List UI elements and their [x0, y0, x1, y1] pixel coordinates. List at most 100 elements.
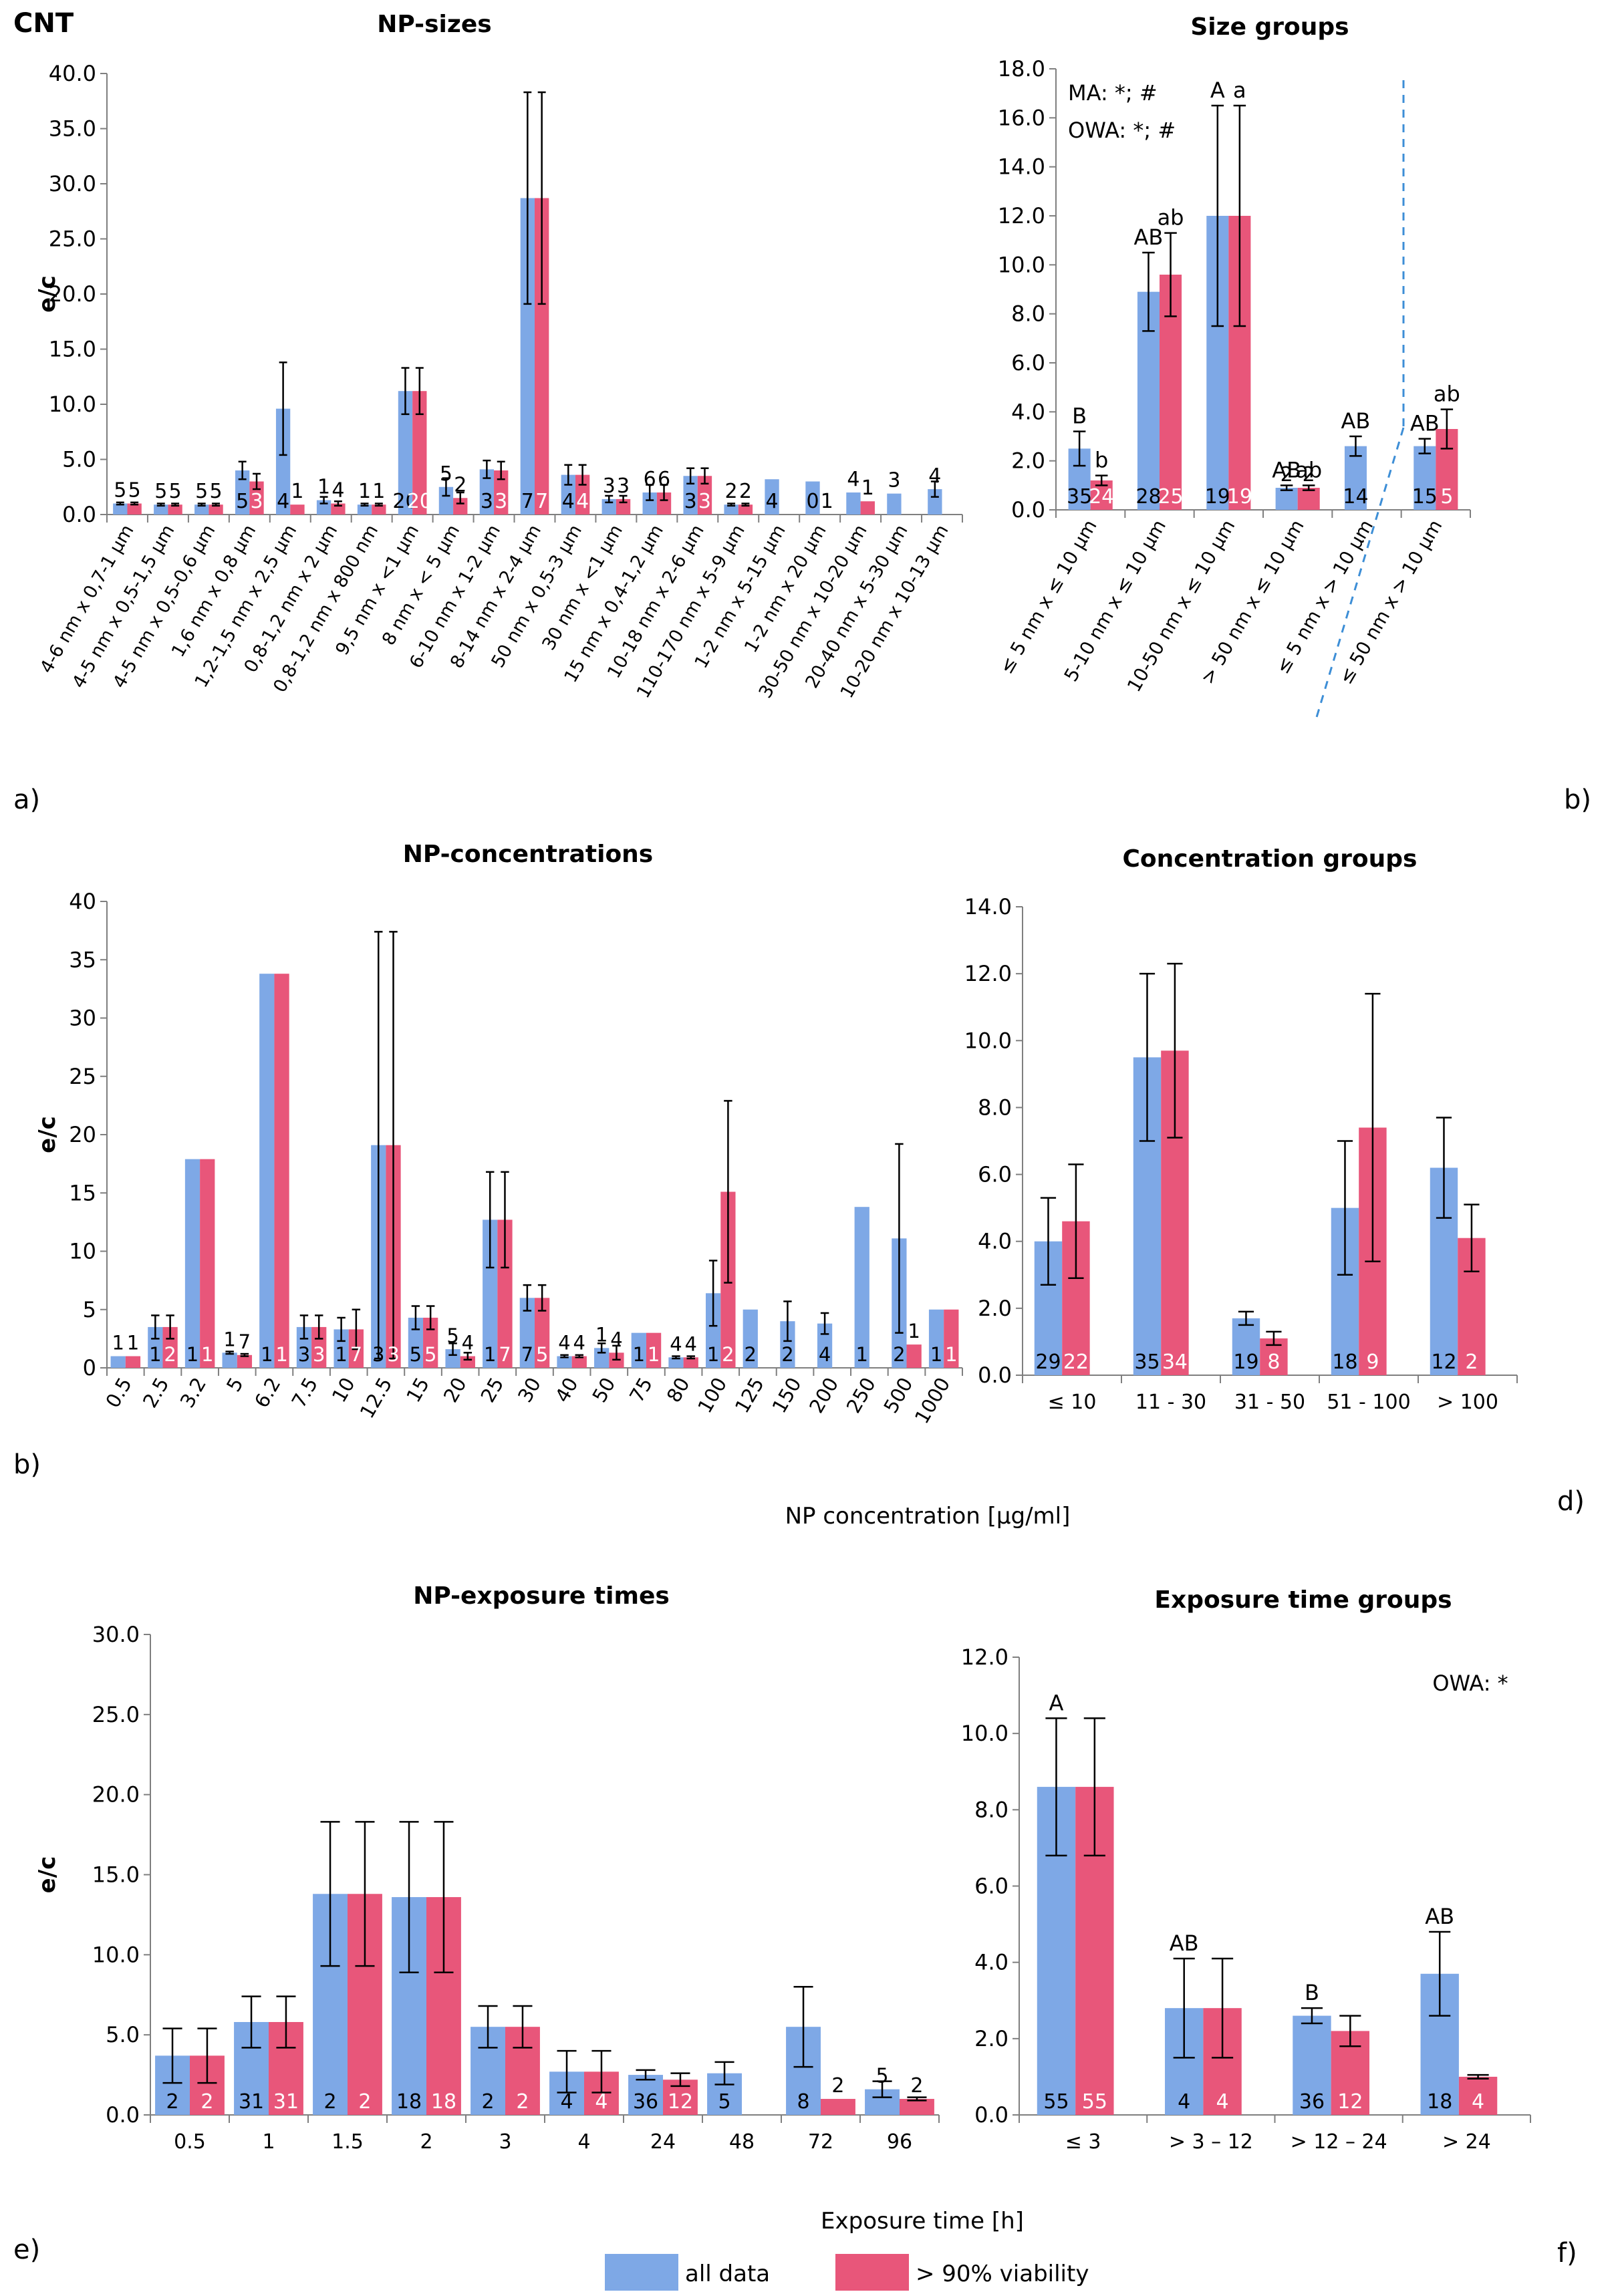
bar-count-label: 18 [1332, 1350, 1357, 1374]
x-tick-label: 150 [768, 1374, 806, 1417]
bar-count-label: 9 [1366, 1350, 1379, 1374]
significance-letter: AB [1341, 408, 1371, 434]
bar-all-data [557, 1356, 572, 1368]
panel-label: a) [13, 784, 40, 815]
x-tick-label: > 12 – 24 [1291, 2130, 1387, 2154]
bar-count-label: 14 [1343, 485, 1368, 509]
x-tick-label: 6.2 [250, 1374, 285, 1412]
bar-count-label: 2 [739, 480, 752, 503]
x-tick-label: > 24 [1442, 2130, 1491, 2154]
panel-label: b) [1564, 784, 1591, 815]
x-tick-label: 0.5 [101, 1374, 136, 1412]
stat-annotation: OWA: * [1432, 1671, 1508, 1696]
chart-title: NP-concentrations [403, 841, 654, 868]
bar-count-label: 4 [558, 1332, 570, 1354]
x-tick-label: 3.2 [176, 1374, 211, 1412]
significance-letter: ab [1434, 382, 1460, 407]
bar-count-label: 1 [648, 1343, 660, 1366]
y-tick-label: 0.0 [106, 2102, 140, 2128]
bar-count-label: 3 [387, 1343, 399, 1366]
bar-count-label: 8 [1267, 1350, 1280, 1374]
y-tick-label: 0.0 [974, 2102, 1008, 2128]
x-tick-label: 20 [439, 1374, 471, 1407]
bar-count-label: 2 [1303, 463, 1315, 486]
bar-count-label: 36 [633, 2090, 658, 2114]
bar-all-data [222, 1352, 237, 1368]
bar-all-data [928, 1309, 944, 1368]
y-tick-label: 12.0 [961, 1644, 1008, 1670]
bar-count-label: 2 [725, 480, 738, 503]
bar-count-label: 8 [797, 2090, 809, 2114]
bar-count-label: 5 [876, 2065, 888, 2088]
x-tick-label: ≤ 3 [1065, 2130, 1101, 2154]
bar-count-label: 1 [201, 1343, 213, 1366]
bar-count-label: 18 [396, 2090, 422, 2114]
group-divider-line [1314, 427, 1405, 722]
bar-all-data [1232, 1318, 1260, 1375]
y-tick-label: 40.0 [49, 61, 96, 86]
bar-all-data [357, 505, 372, 515]
bar-count-label: 6 [658, 468, 670, 491]
bar-viability [535, 198, 549, 515]
bar-all-data [296, 1326, 312, 1368]
bar-viability [697, 476, 712, 515]
bar-all-data [724, 505, 738, 515]
y-tick-label: 12.0 [998, 203, 1045, 229]
bar-count-label: 1 [372, 480, 385, 503]
x-tick-label: 10 [327, 1374, 360, 1407]
bar-viability [125, 1356, 141, 1368]
bar-all-data [628, 2075, 663, 2115]
bar-count-label: 35 [1067, 485, 1092, 509]
bar-count-label: 19 [1233, 1350, 1258, 1374]
bar-all-data [854, 1207, 869, 1368]
bar-count-label: 1 [856, 1343, 868, 1366]
x-tick-label: 12.5 [356, 1374, 397, 1423]
bar-count-label: 4 [928, 464, 941, 488]
chart-np_exposure_times: NP-exposure times 0.0 5.0 10.0 15.0 20.0 25.0 3… [34, 1582, 940, 2154]
panel-label: d) [1557, 1486, 1585, 1517]
panel-label: b) [13, 1449, 41, 1480]
bar-viability [372, 505, 386, 515]
legend-swatch-viability [835, 2254, 909, 2291]
bar-count-label: 5 [718, 2090, 730, 2114]
bar-viability [162, 1326, 178, 1368]
y-axis-label: e/c [34, 275, 61, 313]
y-tick-label: 4.0 [974, 1950, 1008, 1975]
bar-count-label: 7 [350, 1343, 362, 1366]
bar-count-label: 1 [127, 1332, 139, 1354]
bar-viability [237, 1354, 253, 1368]
bar-viability [821, 2099, 855, 2115]
bar-count-label: 4 [766, 490, 779, 513]
y-tick-label: 0.0 [978, 1362, 1012, 1388]
bar-viability [738, 505, 753, 515]
bar-count-label: 4 [670, 1332, 682, 1355]
bar-count-label: 2 [722, 1343, 734, 1366]
bar-all-data [765, 479, 779, 515]
bar-viability [290, 505, 305, 515]
bar-count-label: 55 [1043, 2090, 1069, 2114]
x-tick-label: 500 [879, 1374, 917, 1417]
chart-size_groups: Size groups 0.0 2.0 4.0 6.0 8.0 10.0 12.0 14.0 16… [995, 13, 1471, 696]
y-tick-label: 4.0 [978, 1229, 1012, 1254]
y-tick-label: 25.0 [49, 227, 96, 252]
bar-viability [453, 498, 468, 515]
x-tick-label: 0.5 [174, 2130, 206, 2154]
bar-count-label: 5 [114, 479, 126, 503]
bar-count-label: 3 [481, 490, 493, 513]
bar-count-label: 5 [128, 479, 141, 503]
bar-viability [906, 1344, 922, 1368]
bar-all-data [805, 481, 820, 515]
bar-viability [535, 1298, 550, 1368]
y-tick-label: 10.0 [964, 1028, 1012, 1053]
stat-annotation: MA: *; # [1068, 80, 1158, 106]
bar-count-label: 4 [1216, 2090, 1229, 2114]
bar-all-data [1293, 2015, 1331, 2115]
bar-count-label: 4 [595, 2090, 608, 2114]
bar-count-label: 4 [562, 490, 575, 513]
x-tick-label: 125 [730, 1374, 769, 1417]
legend-label-viability: > 90% viability [916, 2261, 1089, 2287]
bar-count-label: 2 [454, 473, 466, 496]
bar-count-label: 6 [644, 468, 656, 491]
y-tick-label: 10.0 [961, 1721, 1008, 1746]
bar-count-label: 18 [1427, 2090, 1452, 2114]
